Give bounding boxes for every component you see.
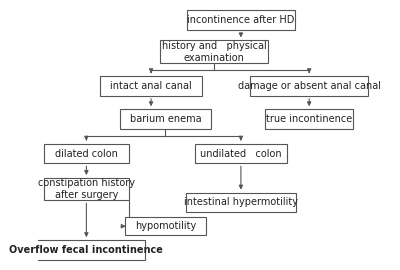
Text: intestinal hypermotility: intestinal hypermotility [184,197,298,207]
FancyBboxPatch shape [250,76,368,96]
Text: undilated   colon: undilated colon [200,148,282,158]
FancyBboxPatch shape [120,109,211,129]
FancyBboxPatch shape [187,10,295,30]
Text: constipation history
after surgery: constipation history after surgery [38,178,135,200]
Text: true incontinence: true incontinence [266,114,352,124]
FancyBboxPatch shape [195,144,287,163]
Text: barium enema: barium enema [130,114,201,124]
FancyBboxPatch shape [265,109,353,129]
FancyBboxPatch shape [125,217,206,235]
FancyBboxPatch shape [44,178,129,200]
Text: intact anal canal: intact anal canal [110,81,192,91]
Text: incontinence after HD: incontinence after HD [187,15,294,25]
FancyBboxPatch shape [44,144,129,163]
FancyBboxPatch shape [160,40,268,63]
FancyBboxPatch shape [100,76,202,96]
FancyBboxPatch shape [28,240,145,260]
Text: damage or absent anal canal: damage or absent anal canal [238,81,381,91]
Text: Overflow fecal incontinence: Overflow fecal incontinence [10,245,163,255]
Text: history and   physical
examination: history and physical examination [162,41,266,62]
Text: hypomotility: hypomotility [135,221,196,231]
Text: dilated colon: dilated colon [55,148,118,158]
FancyBboxPatch shape [186,193,296,212]
